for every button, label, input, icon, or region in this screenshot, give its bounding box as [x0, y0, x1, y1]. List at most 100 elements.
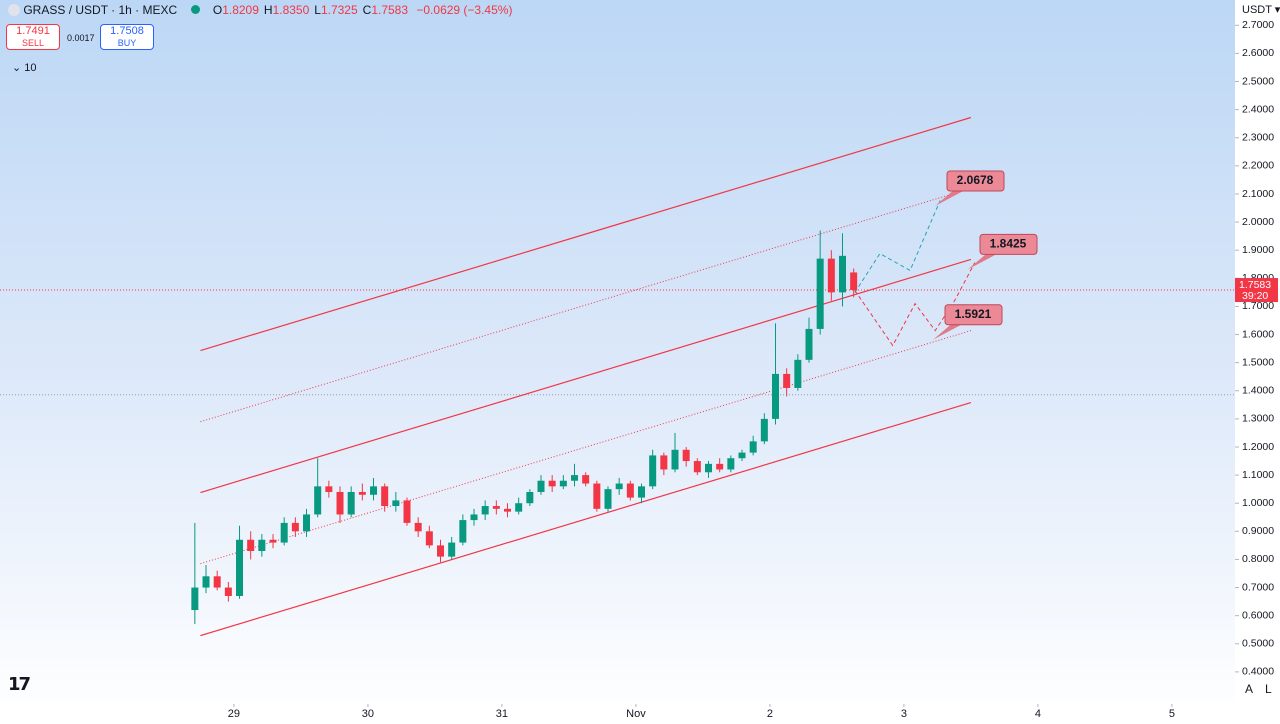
- target-label: 1.5921: [955, 307, 992, 321]
- candle-body: [358, 491, 366, 495]
- candle-body: [425, 531, 433, 546]
- target-box: [979, 233, 1038, 255]
- x-tick-label: 31: [496, 708, 508, 720]
- candle-body: [392, 500, 400, 507]
- change: −0.0629 (−3.45%): [416, 3, 513, 17]
- target-box: [944, 304, 1003, 326]
- buy-price: 1.7508: [110, 25, 144, 37]
- candle-body: [470, 514, 478, 521]
- y-tick-label: 0.5000: [1242, 638, 1274, 650]
- y-tick-label: 0.9000: [1242, 525, 1274, 537]
- trend-line: [200, 187, 972, 423]
- currency-select[interactable]: USDT ▾: [1238, 2, 1280, 17]
- legend-item: H1.8350: [264, 3, 309, 17]
- candle-body: [626, 483, 634, 498]
- y-tick-label: 0.7000: [1242, 581, 1274, 593]
- indicators-toggle[interactable]: ⌄ 10: [12, 62, 37, 74]
- legend-item: C1.7583: [363, 3, 408, 17]
- candle-body: [202, 576, 210, 588]
- candle-body: [671, 449, 679, 470]
- trend-line: [200, 330, 972, 565]
- y-tick-label: 1.9000: [1242, 244, 1274, 256]
- symbol[interactable]: GRASS / USDT · 1h · MEXC: [23, 3, 178, 17]
- candle-body: [559, 480, 567, 487]
- candle-body: [738, 452, 746, 459]
- trend-line: [854, 262, 976, 347]
- buy-button[interactable]: 1.7508 BUY: [100, 24, 154, 50]
- legend-value: 1.8350: [272, 3, 310, 17]
- candle-body: [682, 449, 690, 462]
- y-tick-label: 2.6000: [1242, 47, 1274, 59]
- candle-body: [660, 455, 668, 470]
- x-tick-label: 3: [901, 708, 907, 720]
- y-tick-label: 1.4000: [1242, 385, 1274, 397]
- trend-line: [200, 116, 972, 352]
- y-tick-label: 0.6000: [1242, 609, 1274, 621]
- x-tick-label: 30: [362, 708, 374, 720]
- auto-scale-button[interactable]: A: [1242, 682, 1257, 696]
- y-tick-label: 1.0000: [1242, 497, 1274, 509]
- y-tick-label: 1.5000: [1242, 356, 1274, 368]
- legend-value: 1.7583: [371, 3, 409, 17]
- currency: USDT: [1242, 4, 1272, 16]
- candle-body: [258, 539, 266, 552]
- candle-body: [336, 491, 344, 515]
- sell-button[interactable]: 1.7491 SELL: [6, 24, 60, 50]
- price-tag-countdown: 39:20: [1242, 290, 1268, 302]
- candle-body: [515, 503, 523, 512]
- candle-body: [191, 587, 199, 611]
- x-tick-label: 5: [1169, 708, 1175, 720]
- candle-body: [839, 255, 847, 293]
- y-tick-label: 1.3000: [1242, 413, 1274, 425]
- time-axis: [0, 704, 1280, 724]
- legend-key: O: [212, 3, 223, 17]
- candle-body: [582, 475, 590, 484]
- target-box: [946, 170, 1005, 192]
- y-tick-label: 2.5000: [1242, 75, 1274, 87]
- candle-body: [314, 486, 322, 515]
- y-tick-label: 2.3000: [1242, 132, 1274, 144]
- candle-body: [805, 328, 813, 360]
- trend-line: [200, 401, 972, 637]
- candle-body: [213, 576, 221, 588]
- legend-item: L1.7325: [314, 3, 357, 17]
- candle-body: [381, 486, 389, 507]
- sell-price: 1.7491: [16, 25, 50, 37]
- candle-body: [224, 587, 232, 596]
- x-tick-label: 4: [1035, 708, 1041, 720]
- candle-body: [783, 373, 791, 388]
- candle-body: [269, 539, 277, 543]
- candle-body: [705, 463, 713, 473]
- y-tick-label: 2.0000: [1242, 216, 1274, 228]
- legend-key: L: [314, 3, 321, 17]
- y-tick-label: 1.2000: [1242, 441, 1274, 453]
- tv-logo[interactable]: ⁠𝟭𝟳: [8, 674, 31, 694]
- ohlc-legend: O1.8209 H1.8350 L1.7325 C1.7583: [213, 3, 413, 17]
- y-tick-label: 0.4000: [1242, 666, 1274, 678]
- candle-body: [448, 542, 456, 557]
- trend-line: [200, 258, 972, 494]
- x-tick-label: Nov: [626, 708, 646, 720]
- x-tick-label: 29: [228, 708, 240, 720]
- candle-body: [548, 480, 556, 487]
- y-tick-label: 1.1000: [1242, 469, 1274, 481]
- candle-body: [481, 506, 489, 515]
- legend-key: C: [362, 3, 372, 17]
- candle-body: [850, 272, 858, 291]
- candle-body: [236, 539, 244, 596]
- candle-body: [749, 441, 757, 453]
- candle-body: [816, 258, 824, 329]
- candle-body: [303, 514, 311, 532]
- log-scale-button[interactable]: L: [1262, 682, 1275, 696]
- legend-value: 1.7325: [320, 3, 358, 17]
- candle-body: [526, 491, 534, 504]
- candle-body: [638, 486, 646, 498]
- candle-body: [593, 483, 601, 509]
- target-label: 2.0678: [957, 173, 994, 187]
- candle-body: [649, 455, 657, 487]
- candle-body: [727, 458, 735, 470]
- candle-body: [604, 489, 612, 509]
- target-pointer: [933, 322, 965, 340]
- candle-body: [247, 539, 255, 552]
- price-tag-value: 1.7583: [1239, 279, 1271, 291]
